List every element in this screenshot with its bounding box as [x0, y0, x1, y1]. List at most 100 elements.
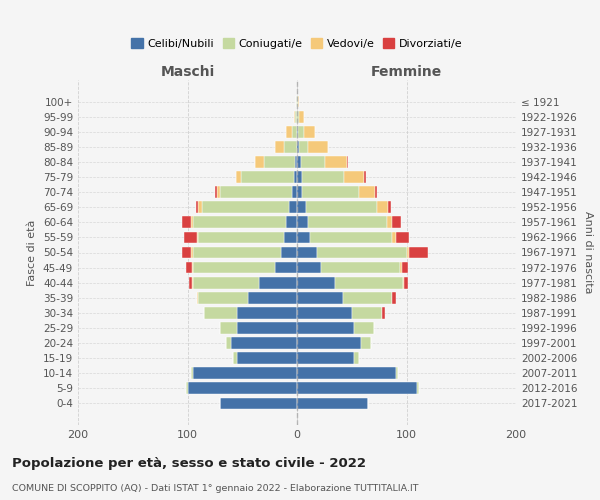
- Bar: [284, 141, 297, 152]
- Bar: [297, 202, 306, 213]
- Bar: [297, 111, 299, 122]
- Bar: [400, 262, 402, 274]
- Bar: [347, 156, 349, 168]
- Bar: [295, 111, 297, 122]
- Bar: [297, 292, 343, 304]
- Bar: [193, 277, 259, 288]
- Text: COMUNE DI SCOPPITO (AQ) - Dati ISTAT 1° gennaio 2022 - Elaborazione TUTTITALIA.I: COMUNE DI SCOPPITO (AQ) - Dati ISTAT 1° …: [12, 484, 419, 493]
- Bar: [292, 186, 297, 198]
- Bar: [392, 292, 395, 304]
- Bar: [294, 171, 297, 183]
- Bar: [199, 292, 248, 304]
- Bar: [182, 246, 191, 258]
- Bar: [354, 322, 374, 334]
- Text: Popolazione per età, sesso e stato civile - 2022: Popolazione per età, sesso e stato civil…: [12, 458, 366, 470]
- Bar: [298, 126, 304, 138]
- Bar: [306, 202, 377, 213]
- Bar: [297, 277, 335, 288]
- Legend: Celibi/Nubili, Coniugati/e, Vedovi/e, Divorziati/e: Celibi/Nubili, Coniugati/e, Vedovi/e, Di…: [127, 34, 467, 54]
- Bar: [402, 262, 407, 274]
- Bar: [361, 337, 371, 349]
- Bar: [199, 202, 202, 213]
- Text: Femmine: Femmine: [371, 65, 442, 79]
- Bar: [407, 246, 409, 258]
- Y-axis label: Fasce di età: Fasce di età: [28, 220, 37, 286]
- Bar: [297, 322, 354, 334]
- Bar: [294, 111, 295, 122]
- Bar: [237, 307, 297, 319]
- Bar: [297, 171, 302, 183]
- Bar: [184, 232, 197, 243]
- Bar: [297, 186, 302, 198]
- Bar: [299, 141, 308, 152]
- Bar: [192, 277, 193, 288]
- Bar: [192, 262, 193, 274]
- Bar: [418, 382, 419, 394]
- Bar: [284, 232, 297, 243]
- Bar: [297, 352, 354, 364]
- Bar: [202, 202, 289, 213]
- Bar: [191, 368, 193, 379]
- Bar: [395, 232, 409, 243]
- Bar: [204, 307, 237, 319]
- Bar: [220, 322, 237, 334]
- Bar: [292, 126, 297, 138]
- Bar: [297, 156, 301, 168]
- Bar: [359, 186, 375, 198]
- Bar: [297, 337, 361, 349]
- Bar: [289, 202, 297, 213]
- Bar: [302, 186, 359, 198]
- Bar: [188, 277, 192, 288]
- Bar: [375, 186, 377, 198]
- Bar: [409, 246, 428, 258]
- Bar: [191, 216, 193, 228]
- Bar: [302, 171, 344, 183]
- Bar: [187, 382, 297, 394]
- Bar: [191, 246, 193, 258]
- Bar: [297, 262, 321, 274]
- Bar: [297, 232, 310, 243]
- Bar: [297, 382, 418, 394]
- Bar: [388, 202, 391, 213]
- Y-axis label: Anni di nascita: Anni di nascita: [583, 211, 593, 294]
- Bar: [215, 186, 217, 198]
- Bar: [220, 186, 292, 198]
- Bar: [237, 352, 297, 364]
- Bar: [308, 216, 387, 228]
- Bar: [193, 246, 281, 258]
- Bar: [354, 352, 359, 364]
- Bar: [296, 96, 297, 108]
- Bar: [241, 171, 294, 183]
- Bar: [217, 186, 220, 198]
- Bar: [264, 156, 295, 168]
- Bar: [387, 216, 392, 228]
- Bar: [193, 262, 275, 274]
- Bar: [182, 216, 191, 228]
- Bar: [197, 232, 199, 243]
- Bar: [199, 232, 284, 243]
- Bar: [308, 141, 328, 152]
- Bar: [275, 141, 284, 152]
- Bar: [297, 398, 368, 409]
- Bar: [392, 232, 395, 243]
- Bar: [196, 202, 199, 213]
- Bar: [193, 216, 286, 228]
- Bar: [286, 126, 292, 138]
- Bar: [335, 277, 403, 288]
- Bar: [382, 307, 385, 319]
- Bar: [317, 246, 407, 258]
- Bar: [297, 216, 308, 228]
- Bar: [325, 156, 347, 168]
- Bar: [297, 96, 298, 108]
- Bar: [197, 292, 199, 304]
- Bar: [220, 398, 297, 409]
- Bar: [298, 96, 299, 108]
- Bar: [304, 126, 314, 138]
- Bar: [403, 277, 404, 288]
- Bar: [233, 352, 237, 364]
- Bar: [281, 246, 297, 258]
- Bar: [377, 202, 388, 213]
- Bar: [310, 232, 392, 243]
- Bar: [237, 322, 297, 334]
- Bar: [395, 368, 398, 379]
